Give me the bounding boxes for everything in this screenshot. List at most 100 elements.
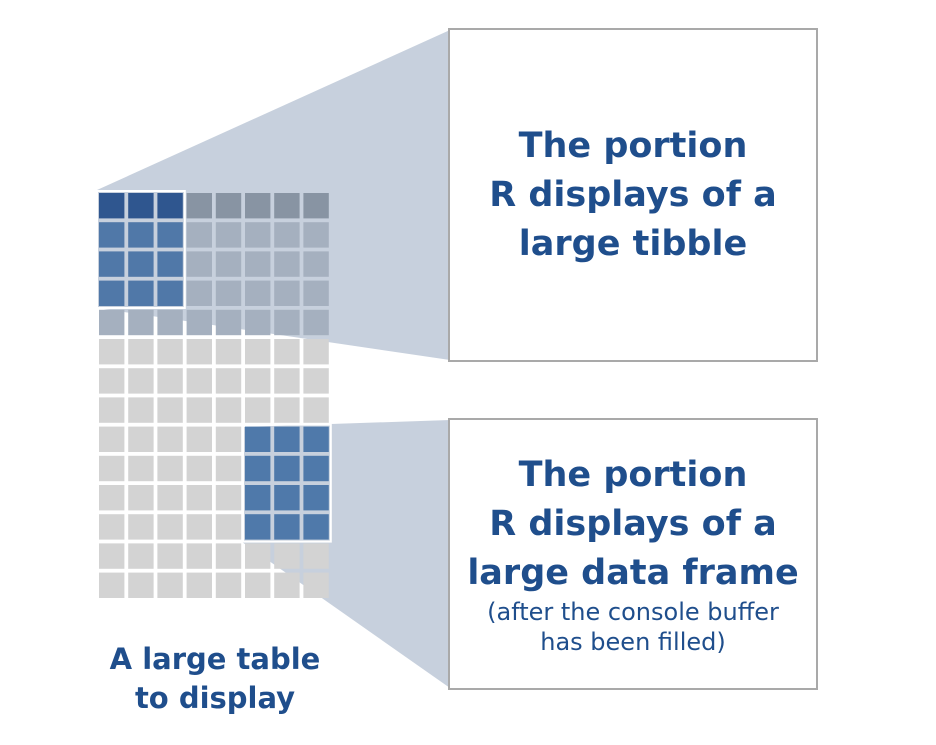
table-cell xyxy=(186,485,212,511)
table-cell xyxy=(274,280,300,306)
table-cell xyxy=(99,397,125,423)
table-cell xyxy=(215,397,242,423)
table-cell xyxy=(128,543,154,569)
table-cell xyxy=(274,309,300,336)
table-cell xyxy=(274,339,300,365)
table-cell xyxy=(157,222,183,248)
table-cell xyxy=(186,514,212,540)
table-cell xyxy=(128,280,154,306)
table-cell xyxy=(245,280,271,306)
table-cell xyxy=(128,485,154,511)
table-cell xyxy=(186,368,212,394)
table-cell xyxy=(157,339,183,365)
table-cell xyxy=(186,397,212,423)
table-cell xyxy=(303,368,329,394)
table-cell xyxy=(274,397,300,423)
table-cell xyxy=(303,514,329,540)
table-cell xyxy=(303,222,329,248)
table-cell xyxy=(157,572,183,598)
table-cell xyxy=(157,455,183,482)
table-cell xyxy=(215,485,242,511)
table-cell xyxy=(245,339,271,365)
table-cells xyxy=(96,190,332,598)
data-frame-box-note-1: (after the console buffer xyxy=(487,598,779,627)
table-cell xyxy=(186,543,212,569)
table-cell xyxy=(303,572,329,598)
table-cell xyxy=(245,485,271,511)
table-cell xyxy=(215,222,242,248)
caption-line-1: A large table xyxy=(109,642,321,676)
table-cell xyxy=(128,397,154,423)
table-cell xyxy=(245,426,271,452)
table-cell xyxy=(99,572,125,598)
table-cell xyxy=(245,222,271,248)
table-cell xyxy=(215,193,242,219)
table-cell xyxy=(157,426,183,452)
table-cell xyxy=(303,193,329,219)
table-cell xyxy=(186,193,212,219)
table-cell xyxy=(245,309,271,336)
table-cell xyxy=(99,455,125,482)
table-cell xyxy=(215,426,242,452)
table-cell xyxy=(245,455,271,482)
data-frame-box-line-1: The portion xyxy=(518,455,748,496)
table-cell xyxy=(99,251,125,277)
table-cell xyxy=(99,309,125,336)
table-cell xyxy=(215,368,242,394)
table-cell xyxy=(186,251,212,277)
table-cell xyxy=(99,222,125,248)
tibble-view-outline xyxy=(96,190,186,309)
table-cell xyxy=(215,309,242,336)
table-cell xyxy=(157,193,183,219)
table-cell xyxy=(274,426,300,452)
table-cell xyxy=(303,455,329,482)
table-cell xyxy=(128,339,154,365)
table-cell xyxy=(157,251,183,277)
table-cell xyxy=(215,339,242,365)
table-cell xyxy=(99,368,125,394)
table-cell xyxy=(303,280,329,306)
tibble-callout-box: The portion R displays of a large tibble xyxy=(448,28,818,362)
table-cell xyxy=(274,485,300,511)
table-cell xyxy=(186,309,212,336)
table-cell xyxy=(128,514,154,540)
table-cell xyxy=(128,572,154,598)
table-cell xyxy=(303,485,329,511)
table-cell xyxy=(99,339,125,365)
table-cell xyxy=(274,368,300,394)
table-cell xyxy=(274,251,300,277)
table-cell xyxy=(99,485,125,511)
table-cell xyxy=(186,426,212,452)
tibble-box-line-2: R displays of a xyxy=(489,174,777,215)
table-cell xyxy=(128,455,154,482)
table-cell xyxy=(128,309,154,336)
table-cell xyxy=(215,514,242,540)
table-cell xyxy=(245,397,271,423)
table-cell xyxy=(245,514,271,540)
table-cell xyxy=(303,397,329,423)
table-cell xyxy=(245,251,271,277)
table-cell xyxy=(186,222,212,248)
table-cell xyxy=(274,222,300,248)
table-cell xyxy=(99,280,125,306)
table-cell xyxy=(274,543,300,569)
table-cell xyxy=(99,514,125,540)
table-cell xyxy=(303,251,329,277)
table-cell xyxy=(157,543,183,569)
table-cell xyxy=(157,280,183,306)
table-cell xyxy=(186,455,212,482)
table-cell xyxy=(274,514,300,540)
table-cell xyxy=(99,426,125,452)
caption-line-2: to display xyxy=(134,681,296,716)
table-cell xyxy=(215,572,242,598)
table-cell xyxy=(245,572,271,598)
table-cell xyxy=(215,543,242,569)
table-cell xyxy=(186,572,212,598)
table-cell xyxy=(128,251,154,277)
table-cell xyxy=(215,280,242,306)
table-cell xyxy=(128,426,154,452)
data-frame-box-line-3: large data frame xyxy=(467,553,799,594)
table-cell xyxy=(157,309,183,336)
data-frame-callout-box: The portion R displays of a large data f… xyxy=(448,418,818,690)
table-cell xyxy=(99,543,125,569)
